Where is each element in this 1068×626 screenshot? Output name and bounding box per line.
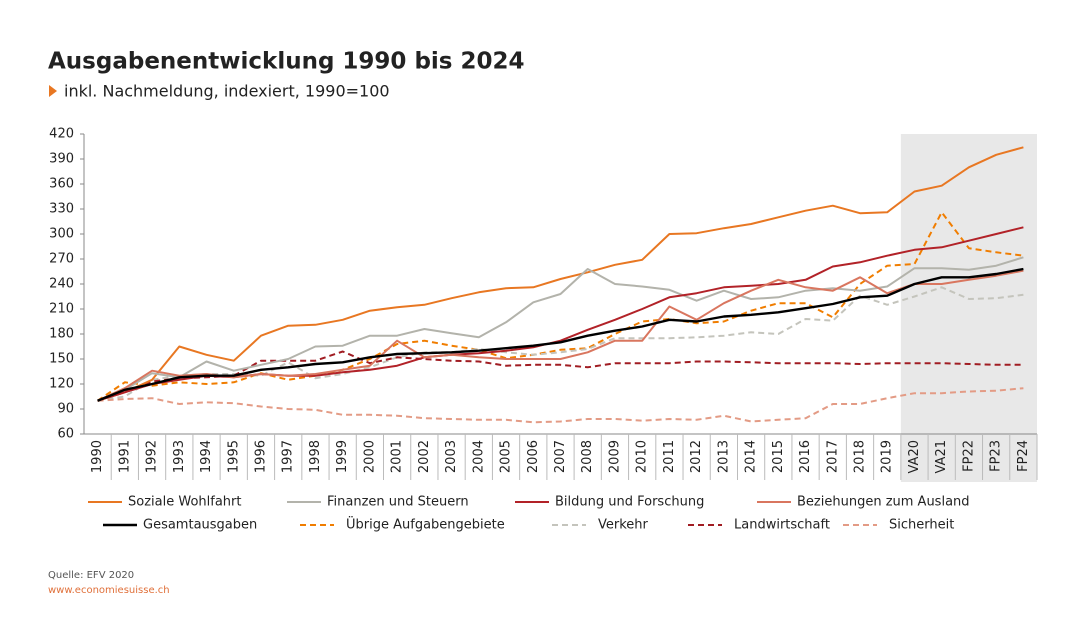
x-tick-label: VA20 [907,440,922,474]
y-tick-label: 120 [49,377,74,392]
forecast-shade [900,134,1037,482]
x-tick-label: 2012 [689,440,704,473]
x-tick-label: 2016 [798,440,813,473]
chart-title: Ausgabenentwicklung 1990 bis 2024 [48,49,525,75]
series-line [97,387,1024,424]
x-tick-label: 1993 [172,440,187,473]
legend-label: Beziehungen zum Ausland [797,495,970,510]
legend-label: Soziale Wohlfahrt [128,495,241,510]
series-line [97,267,1024,402]
legend-label: Sicherheit [889,518,954,533]
x-tick-label: 2003 [444,440,459,473]
y-tick-label: 360 [49,177,74,192]
x-tick-label: FP22 [961,440,976,472]
legend-label: Bildung und Forschung [555,495,704,510]
y-tick-label: 300 [49,227,74,242]
y-tick-label: 180 [49,327,74,342]
x-tick-label: 2000 [362,440,377,473]
series-line [97,146,1024,402]
chart-subtitle: inkl. Nachmeldung, indexiert, 1990=100 [64,82,390,101]
x-tick-label: 2011 [662,440,677,473]
series-line [97,286,1024,402]
x-tick-label: 2007 [553,440,568,473]
series-line [97,350,1024,402]
x-tick-label: 2014 [744,440,759,473]
x-tick-label: 2009 [607,440,622,473]
legend-label: Gesamtausgaben [143,518,257,533]
x-tick-label: 1997 [281,440,296,473]
x-tick-label: 1996 [253,440,268,473]
x-tick-label: 1999 [335,440,350,473]
x-tick-label: 1995 [226,440,241,473]
y-tick-label: 210 [49,302,74,317]
x-tick-label: 2017 [825,440,840,473]
x-tick-label: 2002 [417,440,432,473]
series-line [97,211,1024,402]
legend-label: Landwirtschaft [734,518,830,533]
source: Quelle: EFV 2020 [48,570,134,581]
x-tick-label: 1992 [145,440,160,473]
y-tick-label: 240 [49,277,74,292]
legend-label: Übrige Aufgabengebiete [346,516,505,533]
x-tick-label: FP23 [989,440,1004,472]
subtitle-marker [49,85,57,97]
y-tick-label: 150 [49,352,74,367]
x-tick-label: 2005 [499,440,514,473]
x-tick-label: 1998 [308,440,323,473]
y-tick-label: 330 [49,202,74,217]
y-tick-label: 420 [49,127,74,142]
x-tick-label: 2015 [771,440,786,473]
series-line [97,269,1024,402]
x-tick-label: 1990 [90,440,105,473]
y-tick-label: 390 [49,152,74,167]
series-line [97,256,1024,402]
x-tick-label: FP24 [1016,440,1031,472]
y-tick-label: 60 [57,427,74,442]
x-tick-label: 1991 [117,440,132,473]
x-tick-label: 2019 [880,440,895,473]
x-tick-label: 2001 [390,440,405,473]
x-tick-label: 2008 [580,440,595,473]
x-tick-label: 2018 [853,440,868,473]
legend-label: Verkehr [598,518,649,533]
y-tick-label: 270 [49,252,74,267]
y-tick-label: 90 [57,402,74,417]
x-tick-label: 2004 [471,440,486,473]
x-tick-label: 2010 [635,440,650,473]
legend-label: Finanzen und Steuern [327,495,469,510]
x-tick-label: 2006 [526,440,541,473]
x-tick-label: VA21 [934,440,949,474]
x-tick-label: 1994 [199,440,214,473]
credit: www.economiesuisse.ch [48,585,170,596]
x-tick-label: 2013 [716,440,731,473]
